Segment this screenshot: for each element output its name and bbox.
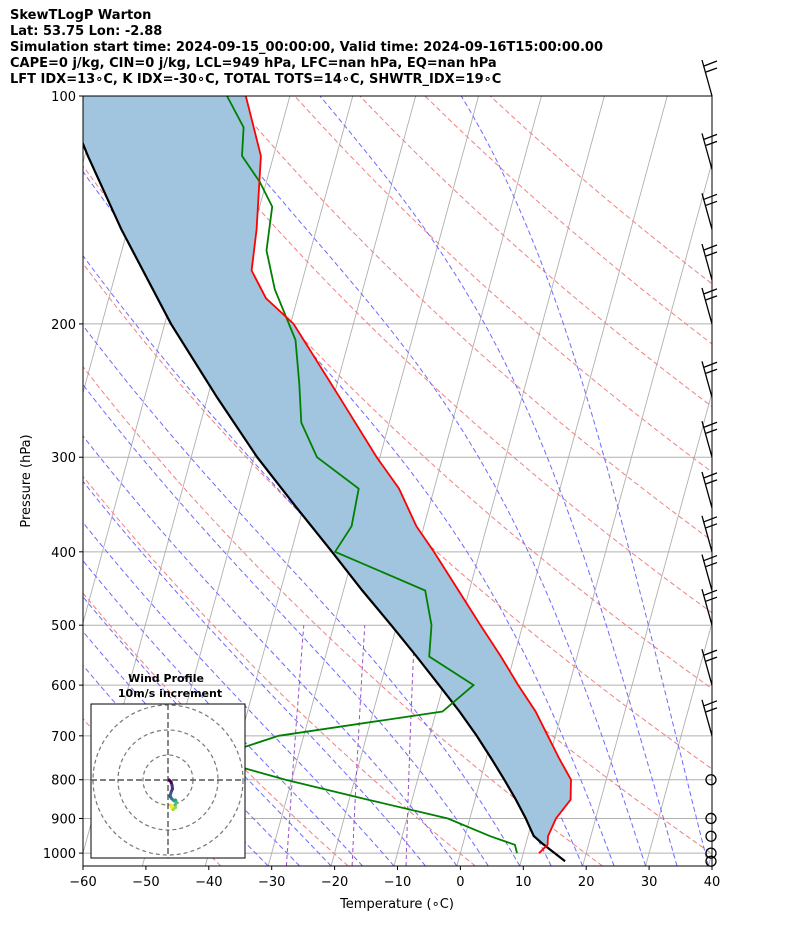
y-axis-label: Pressure (hPa) — [19, 434, 34, 527]
x-tick-label: 30 — [641, 875, 658, 890]
x-tick-label: −50 — [132, 875, 159, 890]
isotherm-line — [83, 96, 102, 165]
y-tick-label: 400 — [51, 546, 76, 561]
indices-line-2: LFT IDX=13∘C, K IDX=-30∘C, TOTAL TOTS=14… — [10, 72, 502, 87]
wind-barb — [701, 554, 718, 591]
moist-adiabat-line — [83, 559, 363, 866]
times-line: Simulation start time: 2024-09-15_00:00:… — [10, 40, 603, 55]
calm-wind-circle — [705, 855, 717, 867]
moist-adiabat-line — [83, 435, 458, 866]
dewpoint-profile-line — [206, 96, 518, 854]
hodograph-inset: Wind Profile 10m/s increment — [90, 672, 246, 859]
mixing-ratio-line — [285, 625, 305, 866]
y-tick-label: 500 — [51, 619, 76, 634]
mixing-ratio-line — [351, 625, 366, 866]
wind-barb — [701, 59, 718, 97]
y-tick-label: 700 — [51, 730, 76, 745]
isotherm-line — [708, 851, 712, 866]
moist-adiabat-line — [319, 96, 678, 866]
profiles — [83, 96, 572, 863]
dry-adiabat-line — [424, 96, 712, 345]
y-tick-label: 600 — [51, 679, 76, 694]
wind-barb — [701, 515, 718, 552]
x-tick-label: 10 — [515, 875, 532, 890]
wind-barb — [701, 699, 718, 737]
chart-title: SkewTLogP Warton — [10, 8, 152, 23]
cin-shading — [83, 96, 571, 845]
x-axis-label: Temperature (∘C) — [339, 897, 454, 912]
x-tick-label: 0 — [456, 875, 464, 890]
calm-wind-circle — [705, 830, 717, 842]
y-tick-label: 1000 — [43, 847, 76, 862]
calm-wind-circle — [705, 812, 717, 825]
dry-adiabat-line — [359, 96, 712, 408]
wind-barb — [701, 589, 718, 626]
mixing-ratio-line — [405, 625, 416, 866]
calm-wind-circle — [705, 847, 717, 859]
moist-adiabat-line — [83, 630, 300, 866]
y-tick-label: 800 — [51, 774, 76, 789]
moist-adiabat-line — [83, 324, 521, 866]
moist-adiabat-line — [460, 96, 709, 866]
isotherm-line — [393, 96, 605, 866]
moist-adiabat-line — [83, 596, 332, 866]
x-tick-label: −60 — [69, 875, 96, 890]
location-line: Lat: 53.75 Lon: -2.88 — [10, 24, 163, 39]
x-tick-label: 40 — [704, 875, 721, 890]
moist-adiabat-line — [101, 96, 615, 866]
y-tick-label: 900 — [51, 812, 76, 827]
parcel-profile-line — [83, 141, 566, 863]
chart-header: SkewTLogP Warton Lat: 53.75 Lon: -2.88 S… — [10, 8, 603, 88]
x-tick-label: −10 — [384, 875, 411, 890]
y-tick-label: 100 — [51, 90, 76, 105]
dry-adiabat-line — [83, 592, 349, 866]
x-tick-label: −30 — [258, 875, 285, 890]
hodograph-segment — [169, 803, 174, 809]
indices-line-1: CAPE=0 j/kg, CIN=0 j/kg, LCL=949 hPa, LF… — [10, 56, 497, 71]
dry-adiabat-line — [294, 96, 712, 473]
x-tick-label: −40 — [195, 875, 222, 890]
moist-adiabat-line — [195, 96, 647, 866]
hodograph-subtitle: 10m/s increment — [118, 687, 222, 700]
wind-barb — [701, 421, 718, 458]
moist-adiabat-line — [83, 480, 426, 866]
calm-wind-circle — [705, 774, 717, 786]
moist-adiabat-line — [83, 383, 489, 866]
moist-adiabat-line — [83, 521, 395, 866]
temperature-profile-line — [244, 96, 572, 854]
wind-barb — [701, 133, 718, 170]
dry-adiabat-line — [83, 475, 476, 866]
y-tick-label: 300 — [51, 451, 76, 466]
wind-barb — [701, 648, 718, 686]
wind-barb — [701, 243, 718, 281]
wind-barbs — [701, 59, 718, 867]
x-tick-label: 20 — [578, 875, 595, 890]
y-tick-label: 200 — [51, 318, 76, 333]
axes: −60 −50 −40 −30 −20 −10 0 10 20 30 40 1000 900 800 700… — [43, 90, 720, 890]
isotherm-line — [330, 96, 542, 866]
wind-barb — [701, 471, 718, 509]
dry-adiabat-line — [164, 96, 712, 614]
dry-adiabat-line — [98, 96, 712, 690]
isotherm-line — [645, 621, 712, 866]
wind-barb — [701, 361, 718, 398]
wind-barb — [701, 287, 718, 325]
hodograph-title: Wind Profile — [128, 672, 204, 685]
wind-barb — [701, 193, 718, 230]
isotherm-line — [582, 390, 712, 866]
x-tick-label: −20 — [321, 875, 348, 890]
